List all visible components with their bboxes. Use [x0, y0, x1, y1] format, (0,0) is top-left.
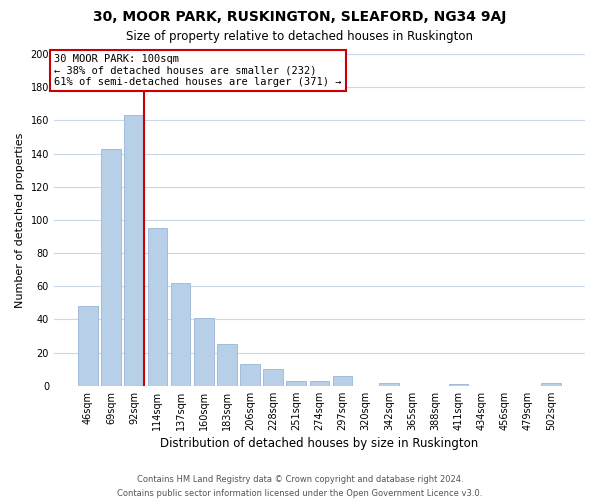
- Bar: [333, 376, 352, 386]
- X-axis label: Distribution of detached houses by size in Ruskington: Distribution of detached houses by size …: [160, 437, 479, 450]
- Bar: [170, 283, 190, 386]
- Bar: [286, 381, 306, 386]
- Y-axis label: Number of detached properties: Number of detached properties: [15, 132, 25, 308]
- Bar: [379, 382, 399, 386]
- Bar: [310, 381, 329, 386]
- Text: Contains HM Land Registry data © Crown copyright and database right 2024.
Contai: Contains HM Land Registry data © Crown c…: [118, 476, 482, 498]
- Bar: [78, 306, 98, 386]
- Text: Size of property relative to detached houses in Ruskington: Size of property relative to detached ho…: [127, 30, 473, 43]
- Bar: [194, 318, 214, 386]
- Bar: [263, 369, 283, 386]
- Bar: [101, 148, 121, 386]
- Text: 30 MOOR PARK: 100sqm
← 38% of detached houses are smaller (232)
61% of semi-deta: 30 MOOR PARK: 100sqm ← 38% of detached h…: [54, 54, 341, 87]
- Text: 30, MOOR PARK, RUSKINGTON, SLEAFORD, NG34 9AJ: 30, MOOR PARK, RUSKINGTON, SLEAFORD, NG3…: [94, 10, 506, 24]
- Bar: [148, 228, 167, 386]
- Bar: [449, 384, 468, 386]
- Bar: [124, 116, 144, 386]
- Bar: [217, 344, 236, 386]
- Bar: [541, 382, 561, 386]
- Bar: [240, 364, 260, 386]
